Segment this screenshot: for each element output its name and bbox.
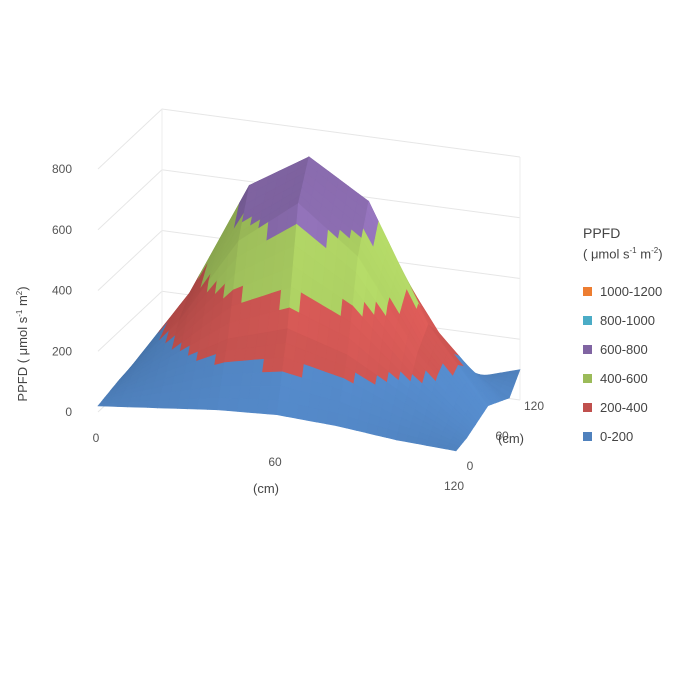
x-tick-label: 0 (93, 431, 100, 445)
legend-units-end: ) (658, 246, 663, 262)
z-axis-label-sup1: -1 (15, 309, 24, 317)
legend-swatch (583, 374, 592, 384)
legend-label: 400-600 (600, 371, 648, 387)
legend-item: 600-800 (583, 335, 695, 364)
surface-facet (147, 400, 160, 409)
legend-swatch (583, 345, 592, 355)
surface-facet (236, 398, 250, 413)
y-axis-label: (cm) (498, 431, 524, 446)
z-axis-label-mid: m (15, 295, 30, 309)
legend: PPFD ( μmol s-1 m-2) 1000-1200 800-1000 60… (583, 224, 695, 451)
legend-item: 0-200 (583, 422, 695, 451)
z-tick-label: 600 (52, 223, 72, 237)
legend-swatch (583, 432, 592, 442)
legend-units-main: ( μmol s (583, 246, 630, 262)
legend-label: 1000-1200 (600, 284, 663, 300)
z-axis-label-main: PPFD ( μmol s (15, 316, 30, 401)
surface-facet (445, 445, 459, 452)
legend-swatch (583, 316, 592, 326)
legend-label: 200-400 (600, 400, 648, 416)
z-tick-label: 0 (65, 405, 72, 419)
y-tick-label: 0 (467, 459, 474, 473)
z-axis-label-end: ) (15, 286, 30, 290)
legend-item: 800-1000 (583, 306, 695, 335)
y-tick-label: 60 (495, 429, 509, 443)
surface-facet (308, 393, 321, 410)
x-tick-label: 120 (444, 479, 464, 493)
legend-label: 0-200 (600, 429, 634, 445)
surface-facet (326, 411, 339, 427)
legend-swatch (583, 403, 592, 413)
legend-label: 600-800 (600, 342, 648, 358)
legend-title: PPFD (583, 225, 621, 241)
z-tick-label: 400 (52, 284, 72, 298)
y-tick-label: 120 (524, 399, 544, 413)
legend-units: ( μmol s-1 m-2) (583, 242, 695, 263)
legend-item: 1000-1200 (583, 277, 695, 306)
surface-facet (270, 371, 283, 387)
legend-swatch (583, 287, 592, 297)
legend-units-sup1: -1 (629, 246, 637, 255)
surface-facet (218, 385, 232, 399)
surface-facet (507, 369, 521, 375)
surface-facet (288, 388, 301, 406)
z-axis-label-sup2: 2 (15, 290, 24, 295)
legend-units-mid: m (636, 246, 652, 262)
z-tick-label: 200 (52, 344, 72, 358)
legend-item: 200-400 (583, 393, 695, 422)
surface-facet (256, 399, 270, 415)
surface-facet (167, 399, 180, 409)
surface-plot (97, 156, 521, 452)
z-axis-label: PPFD ( μmol s-1 m2) (15, 286, 30, 401)
legend-units-sup2: -2 (651, 246, 659, 255)
legend-items: 1000-1200 800-1000 600-800 400-600 200-400 0-… (583, 277, 695, 451)
x-axis-label: (cm) (253, 481, 279, 496)
x-tick-label: 60 (268, 455, 282, 469)
surface-facet (250, 372, 263, 387)
z-tick-label: 800 (52, 162, 72, 176)
legend-item: 400-600 (583, 364, 695, 393)
legend-label: 800-1000 (600, 313, 655, 329)
